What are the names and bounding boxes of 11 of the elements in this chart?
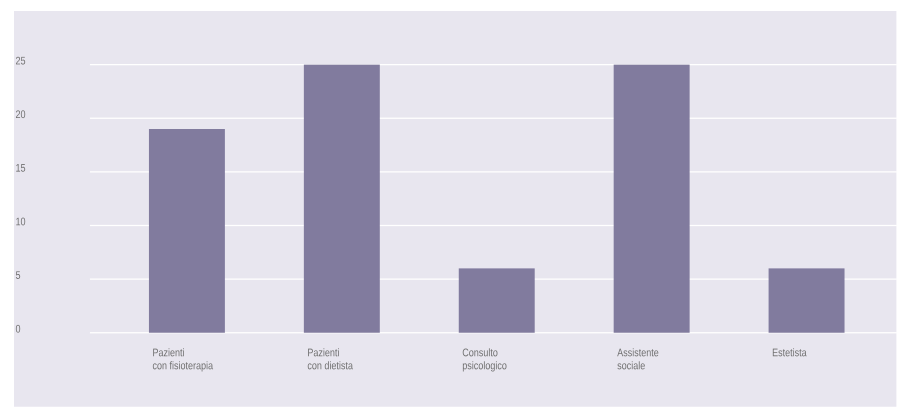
x-tick-label: Estetista [772, 348, 807, 356]
y-tick-label: 5 [16, 271, 20, 280]
y-tick-label: 20 [16, 110, 26, 118]
y-tick-label: 10 [16, 218, 26, 226]
x-tick-label: Pazienti con fisioterapia [152, 348, 214, 372]
x-tick-label: Consulto psicologico [462, 348, 506, 372]
x-tick-label: Assistente sociale [617, 348, 658, 370]
y-tick-label: 15 [16, 164, 26, 172]
y-tick-label: 25 [16, 56, 26, 65]
x-tick-label: Pazienti con dietista [308, 348, 353, 370]
y-tick-label: 0 [16, 325, 20, 333]
